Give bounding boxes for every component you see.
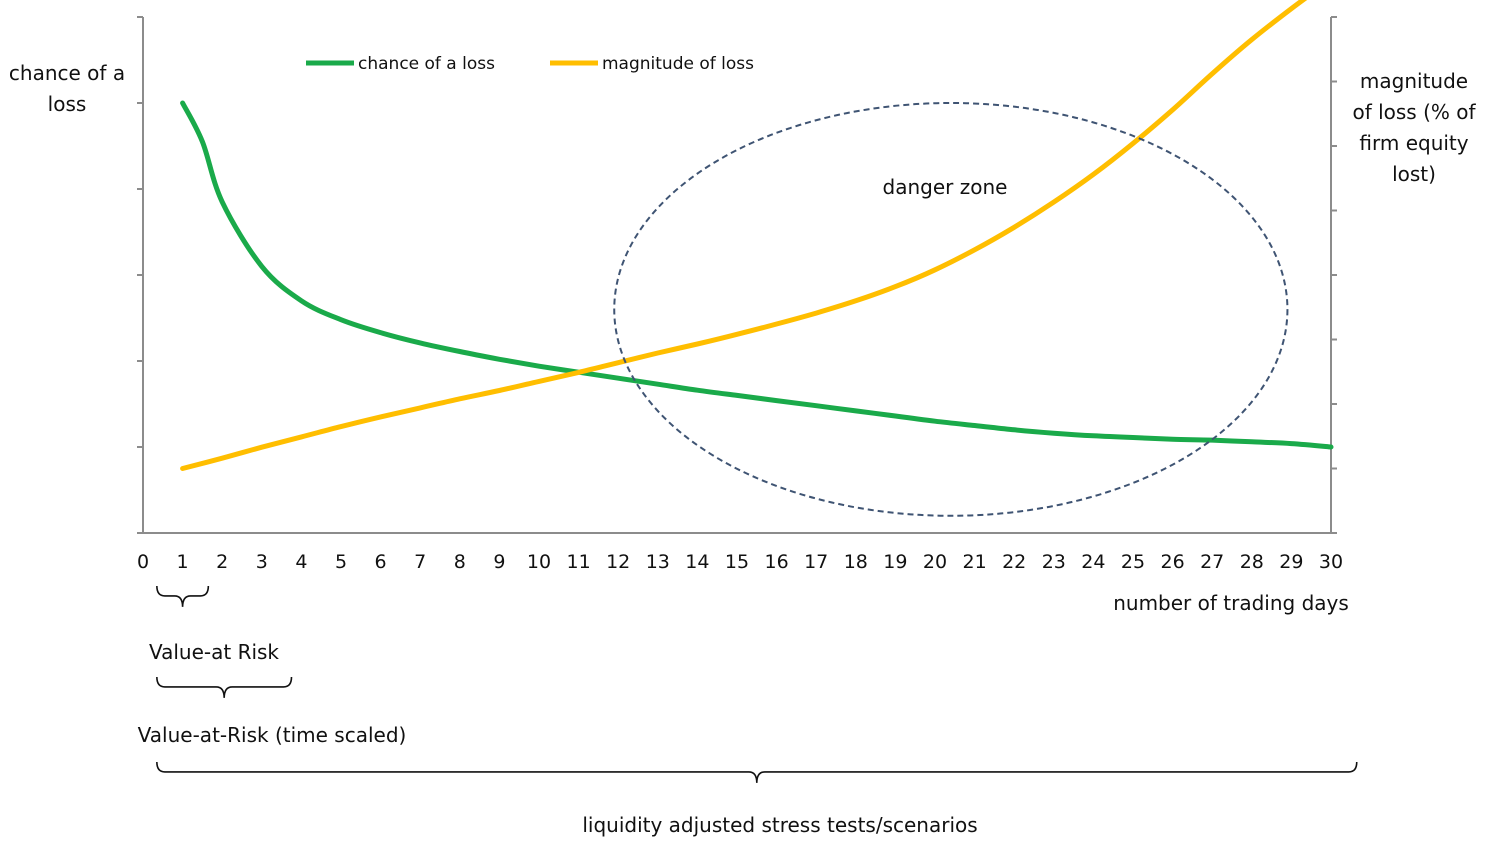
x-tick-label: 18	[844, 551, 868, 573]
x-tick-label: 23	[1042, 551, 1066, 573]
x-tick-label: 13	[646, 551, 670, 573]
left-axis-label: chance of a loss	[8, 61, 126, 116]
axes-group	[142, 17, 1332, 534]
danger-zone-ellipse	[613, 102, 1289, 517]
x-tick-label: 22	[1002, 551, 1026, 573]
x-tick-label: 6	[375, 551, 387, 573]
x-tick-label: 26	[1161, 551, 1185, 573]
x-tick-label: 28	[1240, 551, 1264, 573]
right-axis-label: magnitude of loss (% of firm equity lost…	[1352, 69, 1476, 186]
x-tick-label: 14	[685, 551, 709, 573]
x-tick-label: 0	[137, 551, 149, 573]
x-tick-label: 27	[1200, 551, 1224, 573]
x-tick-label: 24	[1081, 551, 1105, 573]
legend-group: chance of a loss magnitude of loss	[306, 54, 754, 74]
x-tick-label: 3	[256, 551, 268, 573]
legend-label-chance-of-a-loss: chance of a loss	[358, 54, 495, 74]
x-tick-label: 4	[295, 551, 307, 573]
var-brace	[156, 585, 210, 607]
var-label: Value-at Risk	[148, 640, 280, 664]
danger-zone-label: danger zone	[882, 175, 1008, 199]
x-tick-label: 8	[454, 551, 466, 573]
series-line-chance-of-a-loss	[180, 100, 1334, 450]
x-tick-label: 5	[335, 551, 347, 573]
x-tick-label: 9	[493, 551, 505, 573]
x-tick-label: 25	[1121, 551, 1145, 573]
x-tick-label: 10	[527, 551, 551, 573]
x-tick-label: 19	[883, 551, 907, 573]
x-tick-label: 1	[177, 551, 189, 573]
var-scaled-label: Value-at-Risk (time scaled)	[137, 723, 407, 747]
ticks-group: 0 1 2 3 4 5 6 7 8 9 10 11 12 13 14 15 16 17 18 19 20 21 22 23 24…	[137, 16, 1343, 573]
x-tick-label: 17	[804, 551, 828, 573]
danger-zone-group	[613, 102, 1289, 517]
x-axis-label: number of trading days	[1113, 591, 1349, 615]
stress-brace	[156, 761, 1358, 783]
legend-label-magnitude-of-loss: magnitude of loss	[602, 54, 754, 74]
x-tick-label: 21	[963, 551, 987, 573]
braces-group	[156, 585, 1358, 783]
x-tick-label: 30	[1319, 551, 1343, 573]
x-tick-label: 11	[567, 551, 591, 573]
x-tick-label: 29	[1279, 551, 1303, 573]
stress-label: liquidity adjusted stress tests/scenario…	[582, 813, 978, 837]
series-line-magnitude-of-loss	[180, 0, 1308, 471]
x-tick-label: 16	[765, 551, 789, 573]
x-tick-label: 7	[414, 551, 426, 573]
var-scaled-brace	[156, 676, 293, 698]
x-tick-label: 20	[923, 551, 947, 573]
x-tick-label: 15	[725, 551, 749, 573]
x-tick-label: 2	[216, 551, 228, 573]
series-group	[180, 0, 1334, 471]
x-tick-label: 12	[606, 551, 630, 573]
